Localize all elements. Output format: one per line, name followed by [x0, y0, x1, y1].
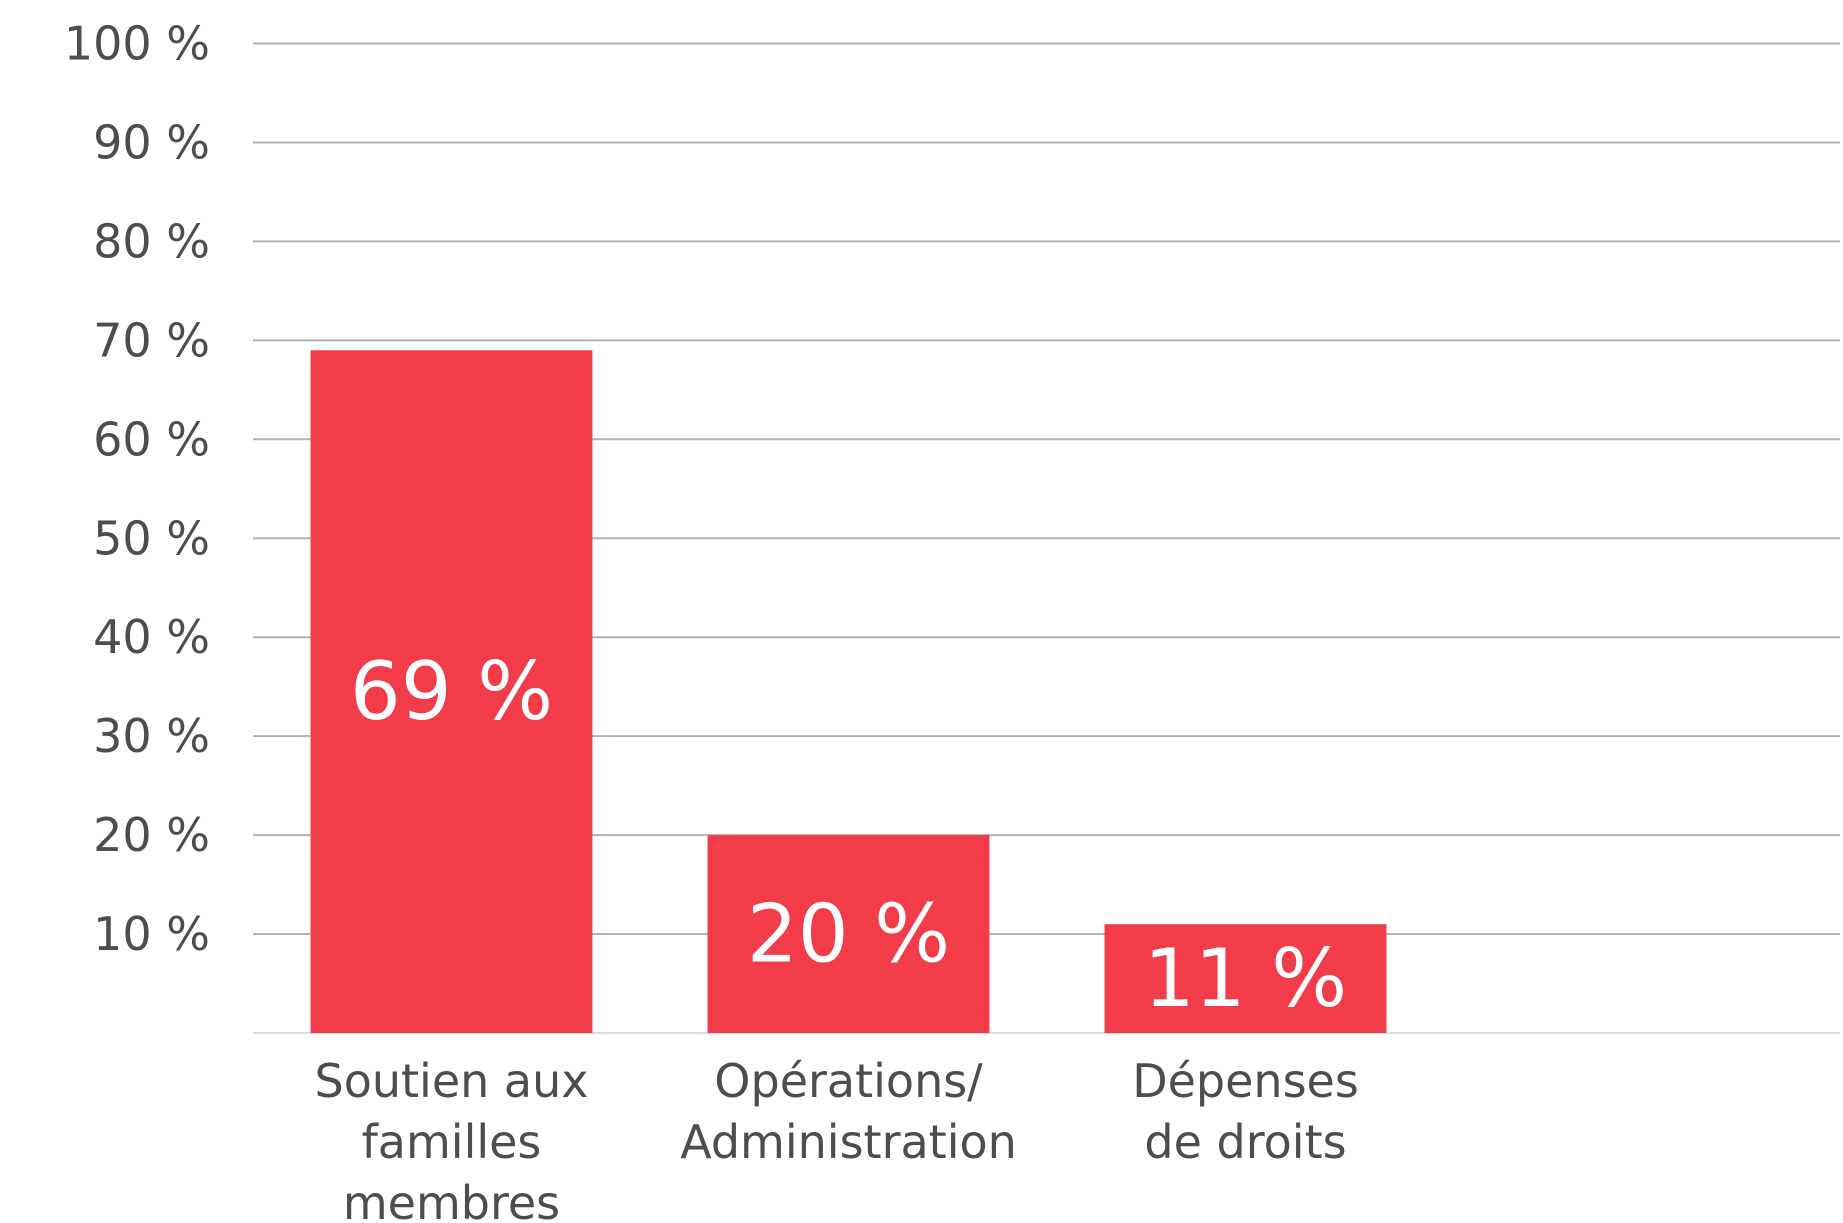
bar — [1104, 924, 1387, 1033]
value-label: 20 % — [747, 888, 950, 981]
y-tick-label: 90 % — [93, 115, 210, 169]
bar — [707, 835, 990, 1033]
y-tick-label: 20 % — [93, 808, 210, 862]
x-tick-label: Soutien aux familles membres — [314, 1054, 589, 1223]
value-label: 11 % — [1144, 932, 1347, 1025]
y-tick-label: 10 % — [93, 907, 210, 961]
y-tick-label: 30 % — [93, 709, 210, 763]
y-tick-label: 80 % — [93, 214, 210, 268]
value-label: 69 % — [350, 645, 553, 738]
x-tick-label: Opérations/ Administration — [680, 1054, 1017, 1169]
bar — [310, 350, 593, 1033]
y-tick-label: 100 % — [64, 17, 210, 71]
y-tick-label: 60 % — [93, 412, 210, 466]
y-tick-label: 40 % — [93, 610, 210, 664]
x-tick-label: Dépenses de droits — [1132, 1054, 1359, 1169]
y-tick-label: 70 % — [93, 313, 210, 367]
y-tick-label: 50 % — [93, 511, 210, 565]
